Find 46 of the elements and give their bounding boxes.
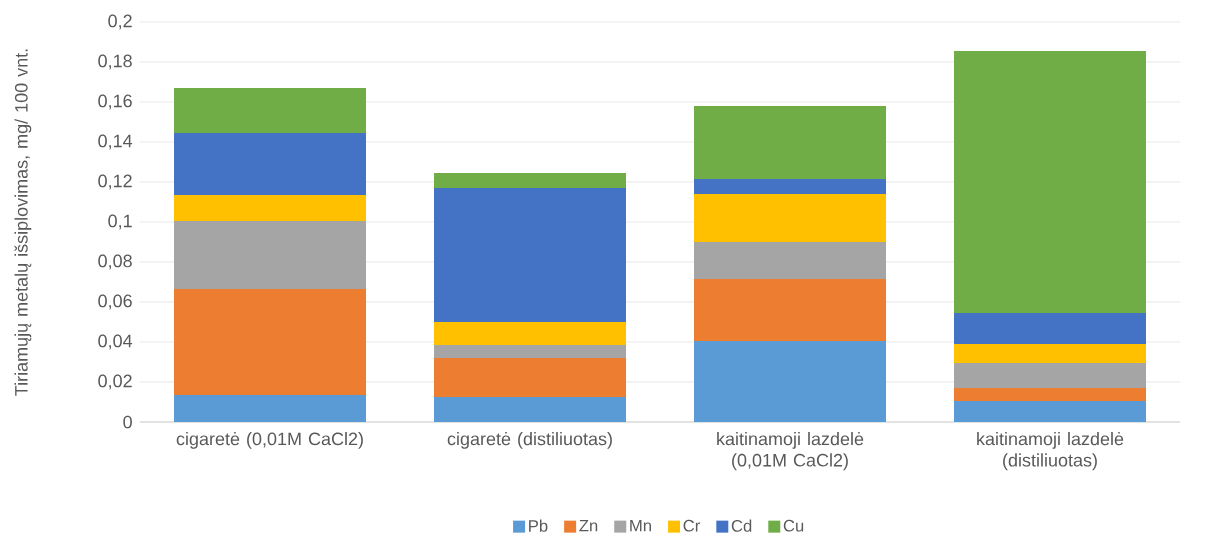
y-tick-label: 0,14 bbox=[98, 134, 133, 150]
bar bbox=[174, 395, 366, 422]
bar bbox=[694, 106, 886, 179]
legend-label: Cd bbox=[731, 519, 752, 532]
bar bbox=[434, 322, 626, 345]
y-tick-label: 0,16 bbox=[98, 94, 132, 110]
bar bbox=[174, 289, 366, 395]
y-tick-label: 0,06 bbox=[98, 294, 132, 310]
bar bbox=[694, 279, 886, 341]
bar bbox=[434, 188, 626, 322]
legend-label: Mn bbox=[630, 519, 651, 532]
y-tick-label: 0,2 bbox=[108, 14, 132, 30]
bar bbox=[694, 242, 886, 279]
bar bbox=[174, 133, 366, 195]
y-axis-title: Tiriamųjų metalų išsiplovimas, mg/ 100 vnt. bbox=[14, 49, 32, 396]
y-tick-label: 0 bbox=[123, 415, 132, 429]
x-tick-label: cigaretė (distiliuotas) bbox=[447, 432, 612, 449]
legend-label: Pb bbox=[529, 519, 548, 532]
bar bbox=[434, 397, 626, 422]
bar bbox=[954, 344, 1146, 363]
bar bbox=[434, 345, 626, 358]
y-tick-label: 0,02 bbox=[98, 374, 132, 390]
x-tick-label: cigaretė (0,01M CaCl2) bbox=[176, 432, 363, 449]
bar bbox=[954, 401, 1146, 422]
y-tick-label: 0,12 bbox=[98, 174, 132, 190]
legend-label: Cr bbox=[683, 519, 701, 532]
bar bbox=[694, 194, 886, 242]
bar bbox=[694, 341, 886, 422]
x-tick-label: kaitinamoji lazdelė (distiliuotas) bbox=[977, 432, 1124, 471]
legend-label: Zn bbox=[579, 519, 598, 532]
y-tick-label: 0,08 bbox=[98, 254, 132, 270]
y-tick-label: 0,18 bbox=[98, 54, 132, 70]
bar bbox=[174, 195, 366, 221]
bar bbox=[434, 358, 626, 397]
y-tick-label: 0,1 bbox=[108, 214, 132, 230]
y-tick-label: 0,04 bbox=[98, 334, 133, 350]
bar bbox=[174, 221, 366, 289]
bar bbox=[434, 173, 626, 188]
legend-label: Cu bbox=[783, 519, 804, 532]
bar bbox=[174, 88, 366, 133]
bar bbox=[954, 363, 1146, 388]
x-tick-label: kaitinamoji lazdelė (0,01M CaCl2) bbox=[717, 432, 864, 471]
bar bbox=[954, 313, 1146, 344]
bar bbox=[954, 51, 1146, 313]
bar bbox=[954, 388, 1146, 401]
bar bbox=[694, 179, 886, 194]
